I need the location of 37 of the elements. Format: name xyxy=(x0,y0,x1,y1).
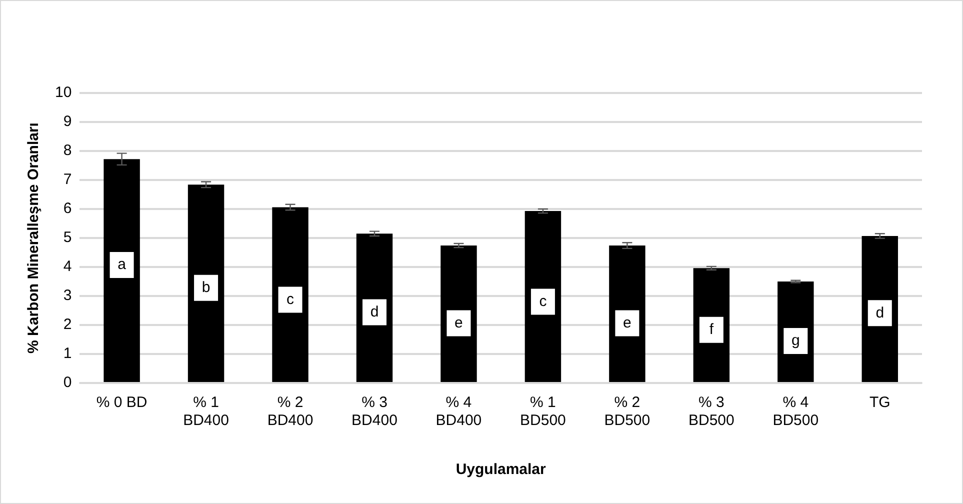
y-tick-label: 9 xyxy=(63,113,72,130)
y-tick-label: 8 xyxy=(63,142,72,160)
x-tick-label: % 0 BD xyxy=(96,394,148,412)
bar xyxy=(524,211,562,382)
y-tick-label: 5 xyxy=(63,229,72,246)
x-tick-label: % 3 BD400 xyxy=(352,394,398,430)
bar xyxy=(272,207,308,382)
bar xyxy=(104,159,140,382)
annotation: g xyxy=(791,332,800,350)
annotation: d xyxy=(876,304,884,322)
y-tick-label: 2 xyxy=(63,316,72,334)
x-tick-label: % 2 BD400 xyxy=(267,394,314,430)
y-axis-title: % Karbon Mineralleşme Oranları xyxy=(25,122,42,354)
annotation: f xyxy=(709,321,714,338)
annotation: b xyxy=(202,279,210,296)
x-tick-label: % 4 BD400 xyxy=(436,394,482,430)
x-axis-title: Uygulamalar xyxy=(456,461,546,478)
annotation: e xyxy=(454,314,463,332)
x-tick-label: TG xyxy=(869,394,890,412)
annotation: d xyxy=(370,303,379,320)
x-tick-label: % 2 BD500 xyxy=(604,394,650,430)
annotation: a xyxy=(118,256,127,274)
y-tick-label: 6 xyxy=(63,200,72,218)
annotation: c xyxy=(539,292,548,310)
y-tick-label: 10 xyxy=(54,84,72,102)
y-tick-label: 0 xyxy=(63,374,72,392)
annotation: e xyxy=(623,314,632,332)
y-tick-label: 1 xyxy=(63,345,72,362)
x-tick-label: % 1 BD500 xyxy=(520,394,566,430)
x-tick-label: % 4 BD500 xyxy=(772,394,819,430)
y-tick-label: 3 xyxy=(63,287,72,304)
x-tick-label: % 3 BD500 xyxy=(688,394,734,430)
bar xyxy=(188,184,224,382)
annotation: c xyxy=(286,290,295,308)
x-tick-label: % 1 BD400 xyxy=(183,394,229,430)
y-tick-label: 7 xyxy=(63,171,72,188)
y-tick-label: 4 xyxy=(63,258,72,276)
